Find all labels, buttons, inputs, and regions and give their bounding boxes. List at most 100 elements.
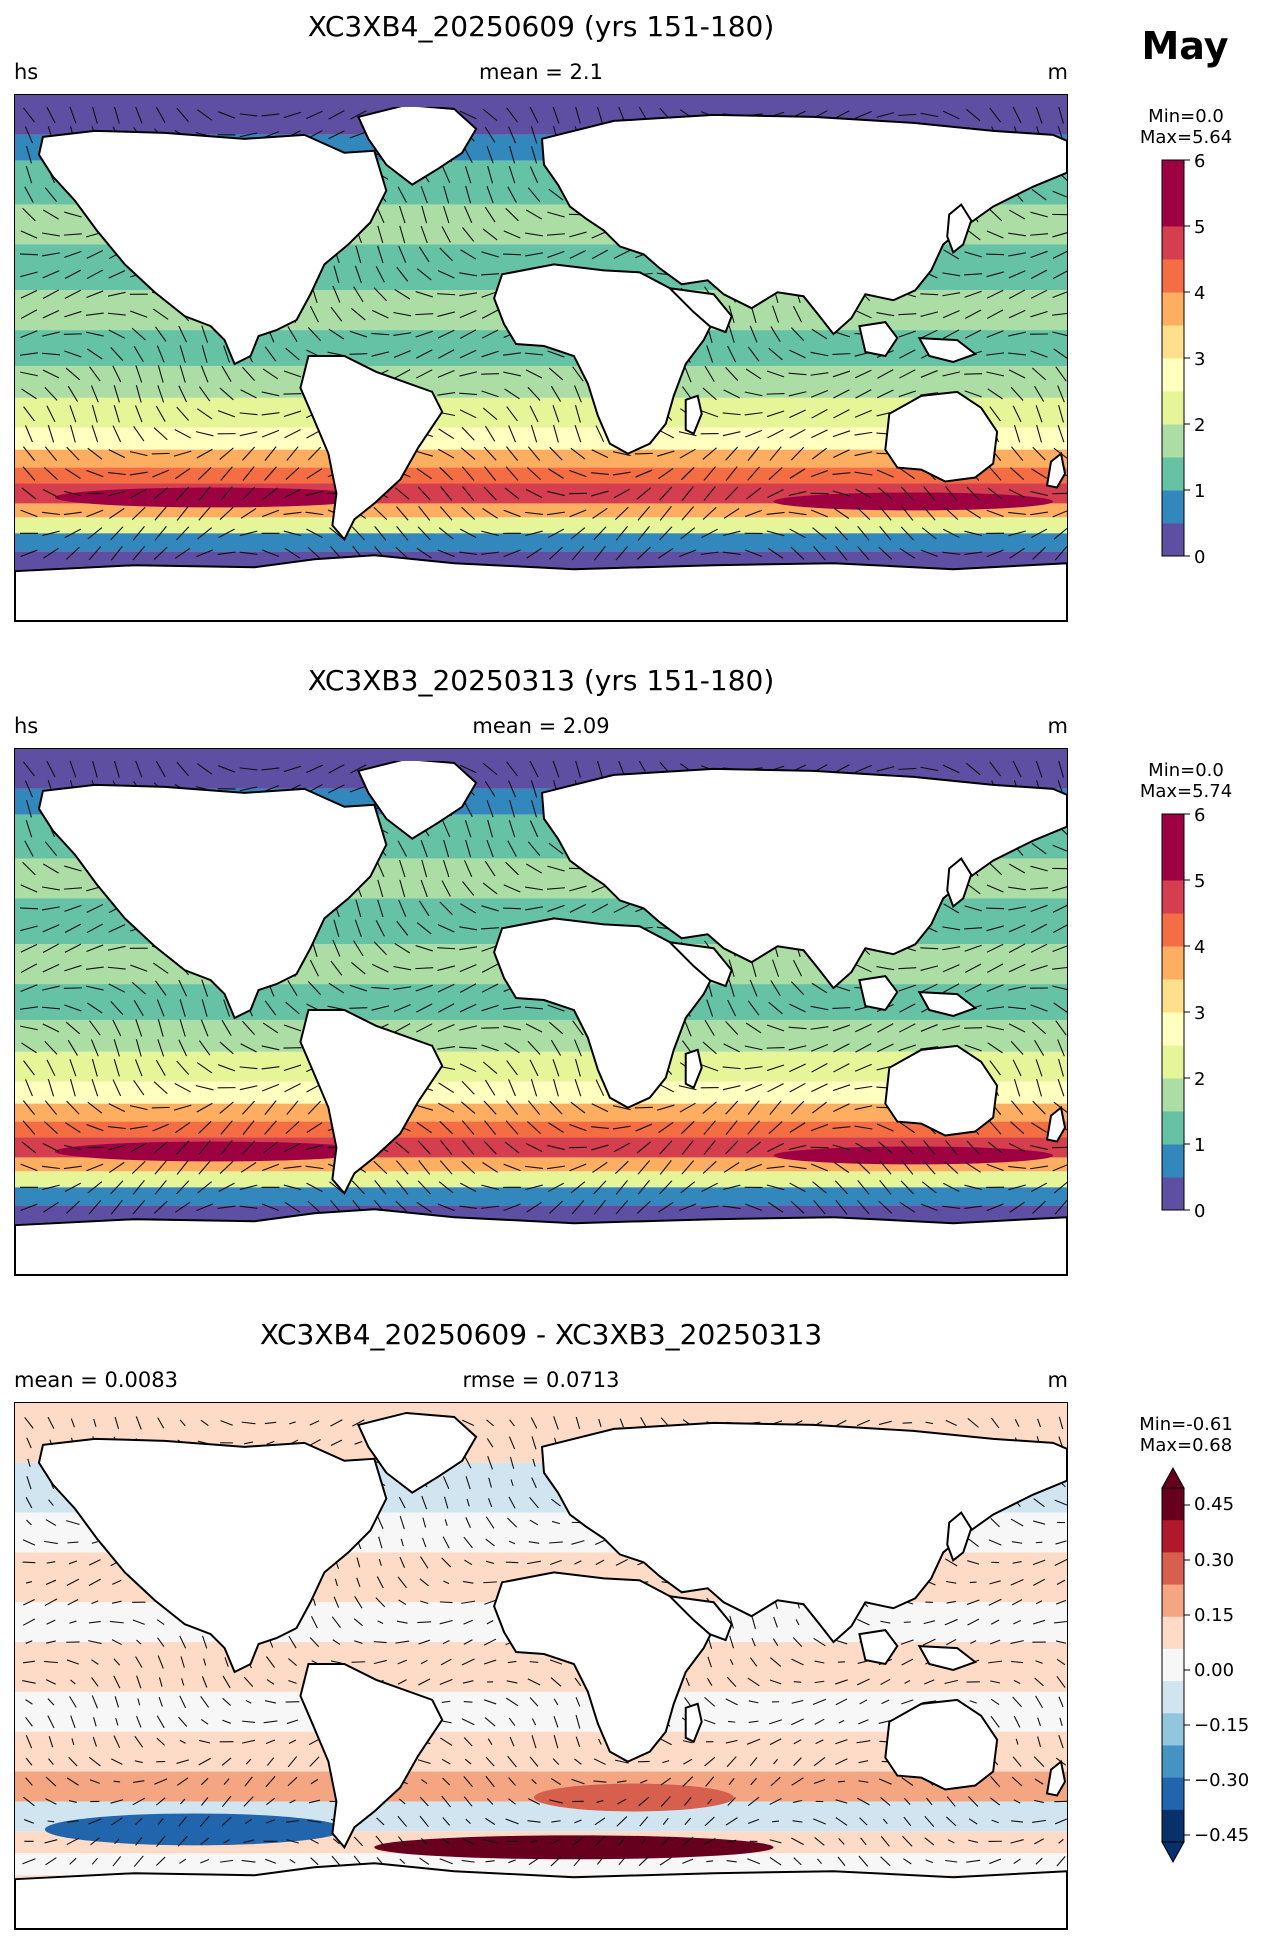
wave-arrow [1034, 1799, 1045, 1804]
colorbar-2 [1161, 813, 1190, 1211]
colorbar-segment [1162, 1012, 1184, 1046]
wave-arrow [530, 780, 538, 798]
wave-arrow [63, 887, 82, 890]
wave-arrow [397, 186, 407, 203]
wave-arrow [727, 1797, 736, 1806]
wave-arrow [70, 1715, 76, 1729]
wave-arrow [986, 907, 1005, 910]
wave-arrow [747, 1818, 760, 1824]
wave-arrow [21, 1141, 37, 1154]
wave-arrow [748, 1700, 759, 1704]
wave-arrow [788, 391, 807, 397]
wave-arrow [41, 1006, 60, 1010]
wave-arrow [349, 330, 368, 338]
wave-arrow [704, 365, 715, 382]
wave-arrow [439, 1160, 453, 1175]
wave-arrow [575, 1736, 581, 1747]
wave-arrow [858, 1719, 869, 1725]
wave-arrow [308, 1799, 321, 1804]
wave-arrow [986, 253, 1005, 256]
wave-arrow [641, 1838, 647, 1845]
wave-arrow [174, 1201, 191, 1213]
wave-arrow [1009, 209, 1026, 220]
wave-arrow [197, 527, 212, 540]
wave-arrow [26, 1437, 32, 1449]
wave-arrow [133, 1080, 145, 1096]
wave-arrow [747, 1677, 760, 1687]
wave-arrow [285, 347, 300, 361]
wave-arrow [45, 1579, 57, 1585]
wave-arrow [22, 861, 36, 876]
eurasia [540, 1421, 1067, 1644]
wave-arrow [745, 368, 762, 380]
wave-arrow [461, 1718, 475, 1726]
wave-arrow [747, 466, 760, 481]
wave-arrow [88, 1200, 102, 1215]
wave-arrow [901, 1699, 914, 1705]
wave-arrow [1008, 1165, 1027, 1169]
borneo [858, 975, 899, 1012]
wave-arrow [46, 760, 56, 778]
wave-arrow [920, 112, 939, 118]
wave-arrow [1033, 1578, 1046, 1586]
wave-arrow [571, 546, 585, 561]
wave-arrow [834, 526, 848, 541]
wave-arrow [110, 347, 124, 362]
wave-arrow [310, 1778, 319, 1785]
wave-arrow [64, 923, 82, 933]
wave-arrow [1058, 106, 1064, 124]
wave-arrow [415, 450, 433, 457]
wave-arrow [459, 1025, 478, 1031]
wave-arrow [722, 1205, 741, 1209]
wave-arrow [1013, 1858, 1021, 1865]
wave-arrow [354, 1640, 363, 1644]
wave-arrow [482, 882, 498, 895]
wave-arrow [200, 1419, 209, 1427]
colorbar-1-tick: 6 [1194, 151, 1206, 172]
wave-arrow [878, 546, 893, 560]
wave-arrow [990, 1776, 1001, 1788]
wave-arrow [876, 389, 894, 399]
wave-arrow [20, 984, 38, 992]
wave-arrow [91, 1059, 98, 1077]
wave-arrow [264, 1100, 277, 1115]
wave-arrow [377, 1516, 384, 1529]
wave-arrow [483, 1638, 497, 1646]
wave-arrow [551, 1820, 561, 1823]
wave-arrow [437, 965, 456, 971]
wave-arrow [1053, 1181, 1067, 1194]
wave-arrow [880, 1678, 891, 1686]
wave-arrow [397, 1576, 407, 1589]
wave-arrow [506, 446, 519, 461]
wave-arrow [437, 983, 455, 993]
wave-arrow [1012, 1756, 1022, 1767]
wave-arrow [42, 963, 60, 973]
colorbar-segment [1162, 1616, 1184, 1650]
wave-arrow [86, 509, 104, 518]
wave-arrow [618, 1836, 626, 1846]
wave-arrow [683, 365, 692, 383]
wave-arrow [964, 1044, 982, 1052]
wave-arrow [442, 1777, 451, 1786]
wave-arrow [152, 469, 170, 478]
wave-arrow [570, 1181, 586, 1194]
wave-arrow [136, 1675, 142, 1689]
wave-arrow [460, 249, 477, 260]
wave-arrow [574, 425, 582, 443]
wave-arrow [612, 1125, 631, 1130]
wave-arrow [154, 506, 167, 521]
wave-arrow [547, 511, 565, 516]
wave-arrow [415, 291, 433, 298]
wave-arrow [396, 1180, 409, 1195]
wave-arrow [42, 863, 59, 874]
wave-arrow [547, 211, 565, 218]
wave-arrow [505, 466, 519, 481]
wave-arrow [418, 1678, 431, 1686]
wave-arrow [460, 1101, 476, 1114]
wave-arrow [153, 1081, 168, 1095]
wave-arrow [266, 1757, 275, 1766]
north-america [37, 783, 388, 1020]
wave-arrow [593, 1180, 607, 1195]
wave-arrow [415, 967, 434, 970]
wave-arrow [217, 1205, 236, 1210]
